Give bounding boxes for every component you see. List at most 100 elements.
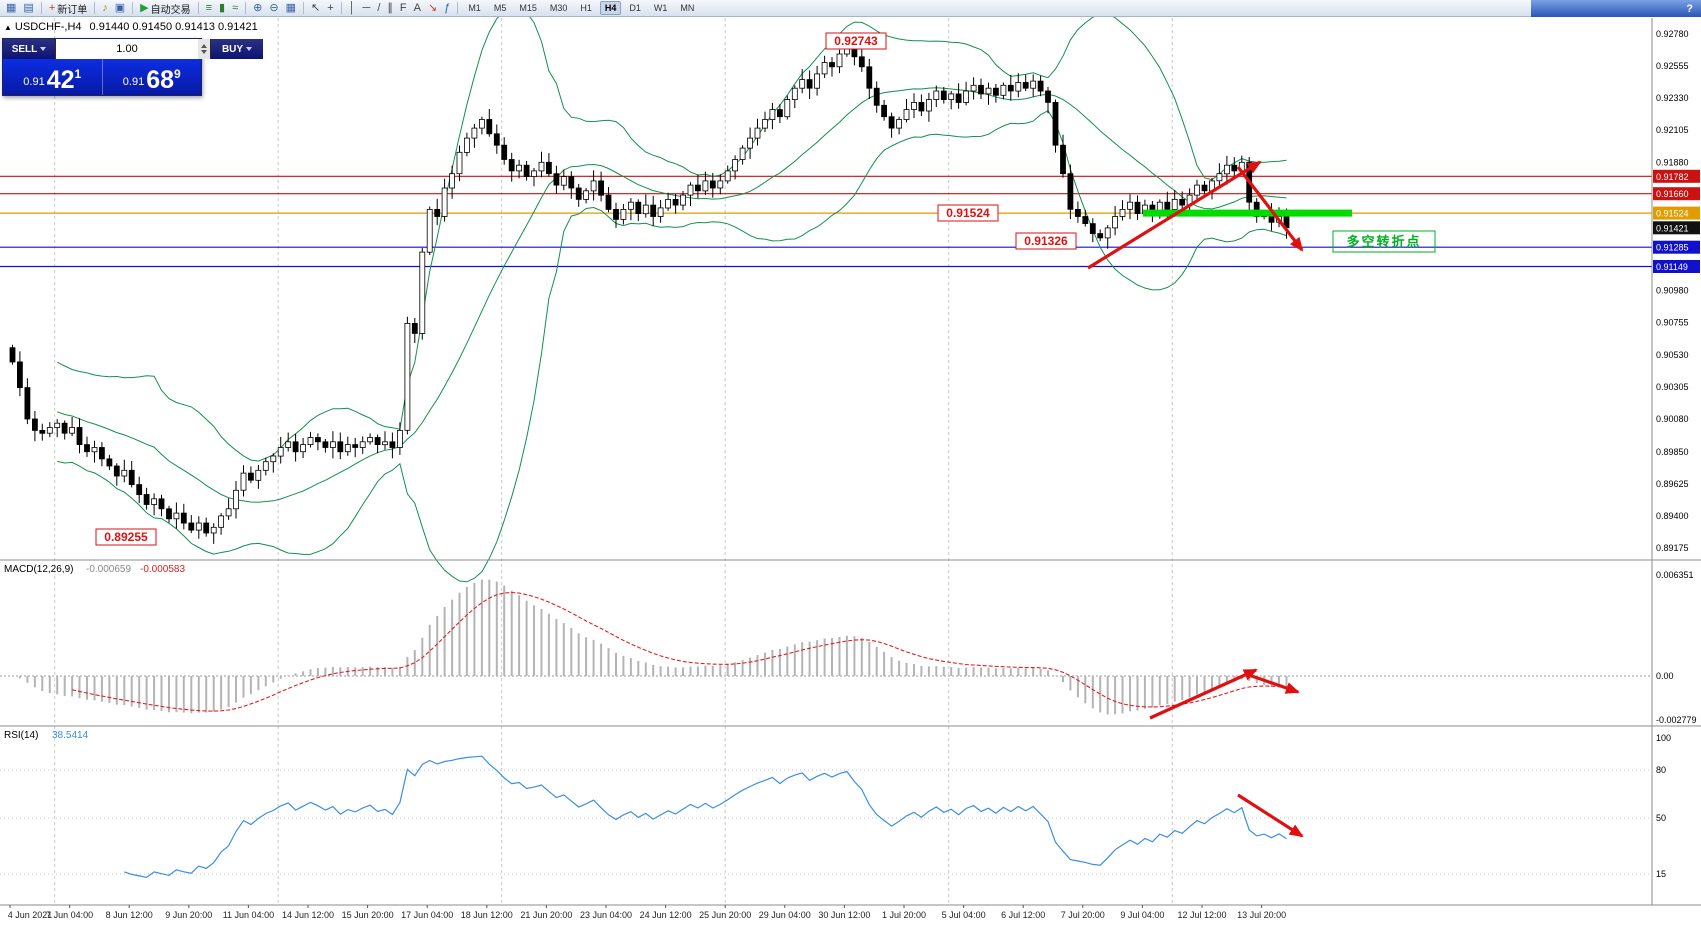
volume-up-icon[interactable] bbox=[201, 44, 207, 48]
sell-button[interactable]: SELL bbox=[3, 39, 55, 59]
buy-price-main: 68 bbox=[146, 66, 175, 94]
sell-price-display[interactable]: 0.91 42 1 bbox=[3, 59, 103, 95]
timeframe-h1-button[interactable]: H1 bbox=[580, 3, 592, 13]
candle bbox=[575, 187, 582, 200]
rsi-axis-label: 80 bbox=[1656, 765, 1666, 775]
macd-signal-line bbox=[71, 591, 1287, 712]
price-note-box[interactable] bbox=[95, 528, 157, 546]
candle bbox=[143, 494, 150, 505]
time-axis-label: 5 Jul 04:00 bbox=[942, 910, 986, 920]
candle bbox=[739, 147, 746, 160]
trade-panel-header: SELL BUY bbox=[3, 39, 263, 59]
timeframe-m1-button[interactable]: M1 bbox=[468, 3, 481, 13]
trend-arrow[interactable] bbox=[1236, 166, 1304, 252]
candle bbox=[24, 387, 31, 420]
buy-button[interactable]: BUY bbox=[211, 39, 263, 59]
candlestick-chart-button[interactable]: ▮ bbox=[216, 1, 228, 16]
chart-window-button[interactable]: ▦ bbox=[3, 1, 19, 16]
buy-price-display[interactable]: 0.91 68 9 bbox=[103, 59, 202, 95]
price-note-text[interactable]: 0.92743 bbox=[834, 34, 878, 48]
timeframe-d1-button[interactable]: D1 bbox=[629, 3, 641, 13]
fibonacci-button[interactable]: F bbox=[397, 1, 410, 16]
candle bbox=[1119, 208, 1126, 217]
candle bbox=[337, 441, 344, 453]
collapse-panel-icon[interactable]: ▲ bbox=[4, 23, 12, 32]
profile-button[interactable]: ▤ bbox=[20, 1, 36, 16]
news-button[interactable]: ▣ bbox=[112, 1, 128, 16]
symbol-quote-line: ▲ USDCHF-,H4 0.91440 0.91450 0.91413 0.914… bbox=[4, 21, 258, 33]
candle bbox=[896, 119, 902, 129]
candle bbox=[1216, 173, 1223, 182]
candle bbox=[605, 194, 612, 210]
zoom-out-button[interactable]: ⊖ bbox=[266, 1, 281, 16]
help-icon[interactable]: ? bbox=[1686, 2, 1693, 15]
new-order-button[interactable]: + 新订单 bbox=[46, 1, 90, 16]
horizontal-line-icon: ─ bbox=[362, 1, 371, 14]
zoom-in-button[interactable]: ⊕ bbox=[250, 1, 265, 16]
turn-point-label-text[interactable]: 多空转折点 bbox=[1346, 234, 1421, 249]
trend-arrow[interactable] bbox=[1245, 672, 1300, 694]
price-note-box[interactable] bbox=[825, 32, 887, 50]
profile-icon: ▤ bbox=[23, 1, 34, 14]
buy-button-label: BUY bbox=[221, 43, 244, 55]
vertical-line-button[interactable]: │ bbox=[346, 1, 359, 16]
cursor-button[interactable]: ↖ bbox=[308, 1, 323, 16]
volume-input[interactable] bbox=[56, 39, 198, 59]
bar-chart-button[interactable]: ≡ bbox=[203, 1, 215, 16]
arrows-tool-button[interactable]: ↘ bbox=[425, 1, 440, 16]
text-label-button[interactable]: A bbox=[411, 1, 424, 16]
vertical-line-icon: │ bbox=[348, 1, 356, 14]
timeframe-m15-button[interactable]: M15 bbox=[519, 3, 537, 13]
price-note-text[interactable]: 0.91326 bbox=[1024, 234, 1068, 248]
price-axis-label: 0.90305 bbox=[1656, 382, 1689, 392]
candle bbox=[471, 127, 478, 139]
candle bbox=[635, 201, 642, 214]
volume-down-icon[interactable] bbox=[201, 50, 207, 54]
candle bbox=[1089, 223, 1096, 235]
candle bbox=[1104, 227, 1111, 239]
price-axis-label: 0.89850 bbox=[1656, 447, 1689, 457]
tile-windows-button[interactable]: ▦ bbox=[283, 1, 299, 16]
timeframe-m5-button[interactable]: M5 bbox=[493, 3, 507, 13]
support-zone-line[interactable] bbox=[1143, 209, 1352, 217]
trend-arrow[interactable] bbox=[1087, 160, 1262, 270]
candle bbox=[285, 441, 292, 448]
crosshair-button[interactable]: + bbox=[324, 1, 336, 16]
turn-point-label-box[interactable] bbox=[1332, 230, 1436, 253]
channel-button[interactable]: ∥ bbox=[384, 1, 396, 16]
candle bbox=[240, 472, 247, 491]
price-note-text[interactable]: 0.89255 bbox=[104, 530, 148, 544]
line-chart-button[interactable]: ≈ bbox=[229, 1, 241, 16]
price-axis-label: 0.92555 bbox=[1656, 61, 1689, 71]
window-controls-area: ? bbox=[1531, 0, 1701, 17]
timeframe-mn-button[interactable]: MN bbox=[680, 3, 695, 13]
candle bbox=[1022, 82, 1029, 89]
trendline-button[interactable]: / bbox=[374, 1, 383, 16]
price-tag-label: 0.91285 bbox=[1656, 243, 1689, 253]
autotrading-button[interactable]: ▶ 自动交易 bbox=[137, 1, 193, 16]
price-note-box[interactable] bbox=[937, 204, 999, 222]
candle bbox=[918, 102, 925, 112]
price-note-box[interactable] bbox=[1015, 232, 1077, 250]
time-axis-label: 29 Jun 04:00 bbox=[759, 910, 811, 920]
timeframe-w1-button[interactable]: W1 bbox=[653, 3, 668, 13]
zoom-in-icon: ⊕ bbox=[253, 1, 263, 14]
timeframe-m30-button[interactable]: M30 bbox=[549, 3, 568, 13]
time-axis-label: 30 Jun 12:00 bbox=[818, 910, 870, 920]
new-order-label: 新订单 bbox=[57, 4, 88, 16]
candle bbox=[374, 437, 381, 445]
candle bbox=[568, 176, 575, 189]
trend-arrow[interactable] bbox=[1237, 793, 1304, 838]
trend-arrow[interactable] bbox=[1149, 668, 1258, 720]
time-axis-label: 1 Jul 20:00 bbox=[882, 910, 926, 920]
price-axis-label: 0.91880 bbox=[1656, 157, 1689, 167]
horizontal-line-button[interactable]: ─ bbox=[360, 1, 374, 16]
timeframe-h4-button[interactable]: H4 bbox=[599, 1, 622, 15]
candle bbox=[911, 102, 917, 110]
price-note-text[interactable]: 0.91524 bbox=[946, 206, 990, 220]
sound-alert-button[interactable]: ♪ bbox=[99, 1, 111, 16]
indicators-button[interactable]: ƒ bbox=[441, 1, 453, 16]
price-tag-label: 0.91149 bbox=[1656, 262, 1688, 272]
candle bbox=[16, 361, 23, 388]
